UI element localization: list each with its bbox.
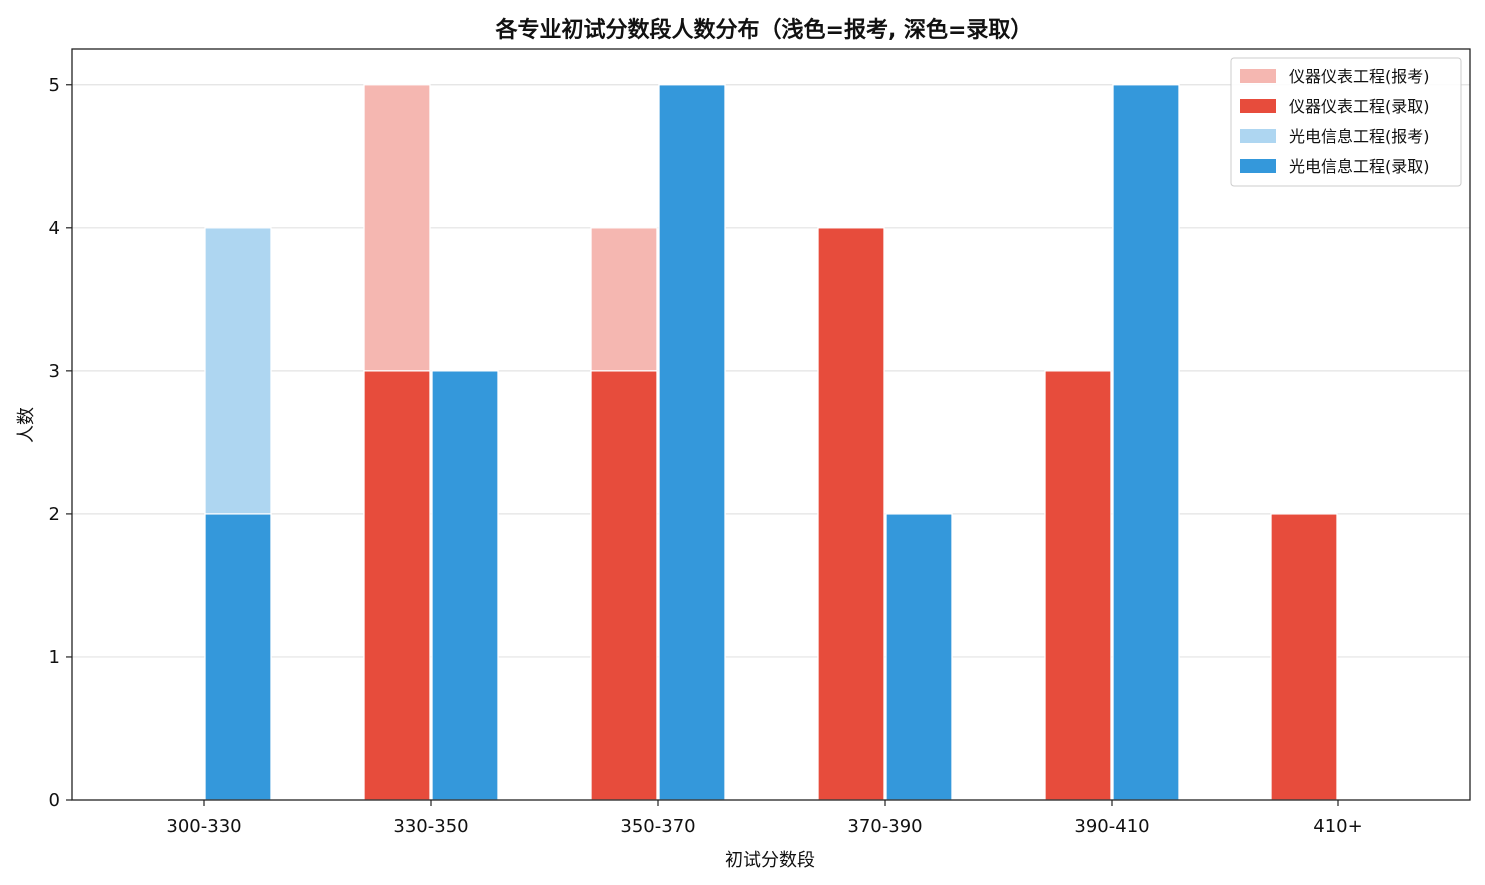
x-tick-label-350-370: 350-370 [620,816,695,837]
y-tick-label-1: 1 [49,647,60,668]
legend-box [1230,57,1462,187]
y-axis-label: 人数 [16,407,37,443]
y-tick-label-5: 5 [49,75,60,96]
y-tick-label-0: 0 [49,790,60,811]
x-tick-label-370-390: 370-390 [847,816,922,837]
bar-仪器仪表工程(录取)-390-410 [1044,370,1112,801]
y-tick-label-2: 2 [49,504,60,525]
y-tick-label-3: 3 [49,361,60,382]
bar-光电信息工程(录取)-300-330 [204,513,272,801]
x-tick-label-410+: 410+ [1313,816,1362,837]
bar-仪器仪表工程(录取)-350-370 [590,370,658,801]
legend-swatch-仪器仪表工程(报考) [1240,69,1276,83]
bar-仪器仪表工程(录取)-410+ [1270,513,1338,801]
x-axis-label: 初试分数段 [725,850,815,871]
bar-光电信息工程(录取)-350-370 [658,84,726,801]
x-tick-label-330-350: 330-350 [393,816,468,837]
legend-label-光电信息工程(报考): 光电信息工程(报考) [1289,127,1430,146]
legend-label-光电信息工程(录取): 光电信息工程(录取) [1289,157,1430,176]
legend-swatch-光电信息工程(报考) [1240,129,1276,143]
x-tick-label-390-410: 390-410 [1074,816,1149,837]
bar-光电信息工程(录取)-370-390 [885,513,953,801]
plot-frame [71,48,1471,801]
bar-光电信息工程(录取)-390-410 [1112,84,1180,801]
legend-swatch-仪器仪表工程(录取) [1240,99,1276,113]
bar-仪器仪表工程(录取)-330-350 [363,370,431,801]
chart-title: 各专业初试分数段人数分布（浅色=报考, 深色=录取） [495,17,1033,43]
legend-label-仪器仪表工程(报考): 仪器仪表工程(报考) [1289,67,1430,86]
bar-仪器仪表工程(录取)-370-390 [817,227,885,801]
bar-光电信息工程(录取)-330-350 [431,370,499,801]
y-tick-label-4: 4 [49,218,60,239]
axis-ticks: 0 1 2 3 4 5 300-330 330-350 350-370 370-390 390-41… [49,75,1363,837]
legend-label-仪器仪表工程(录取): 仪器仪表工程(录取) [1289,97,1430,116]
bars [204,84,1338,801]
grid-lines [72,84,1470,658]
legend: 仪器仪表工程(报考) 仪器仪表工程(录取) 光电信息工程(报考) 光电信息工程(录取) [1230,57,1462,187]
x-tick-label-300-330: 300-330 [166,816,241,837]
legend-swatch-光电信息工程(录取) [1240,159,1276,173]
